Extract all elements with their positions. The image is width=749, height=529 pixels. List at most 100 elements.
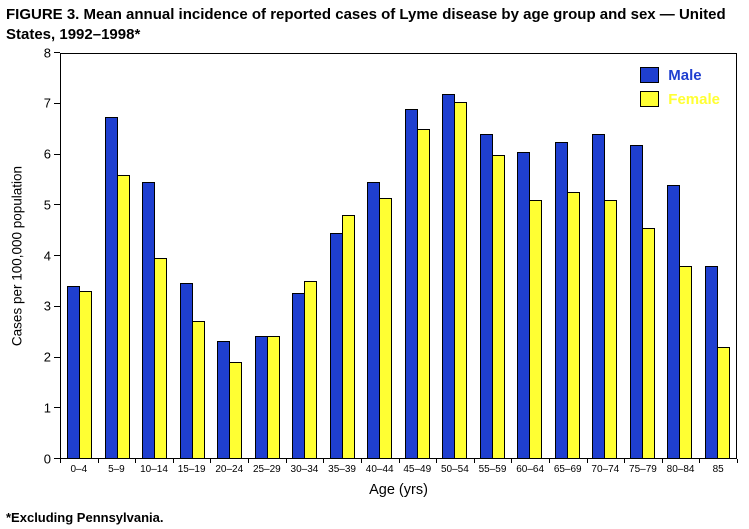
bar-female-10–14 bbox=[154, 258, 168, 458]
x-tick-label: 45–49 bbox=[403, 463, 432, 475]
x-tick-mark bbox=[172, 458, 174, 463]
plot-area: Male Female bbox=[60, 52, 737, 459]
x-tick-label: 30–34 bbox=[290, 463, 319, 475]
bar-female-75–79 bbox=[641, 227, 655, 458]
legend-label-male: Male bbox=[668, 66, 702, 84]
figure-title: FIGURE 3. Mean annual incidence of repor… bbox=[6, 6, 726, 43]
x-tick-label: 70–74 bbox=[591, 463, 620, 475]
x-tick-label: 10–14 bbox=[140, 463, 168, 475]
y-tick-label: 2 bbox=[43, 349, 51, 365]
footnote: *Excluding Pennsylvania. bbox=[6, 509, 164, 525]
chart: Cases per 100,000 population 0 1 2 3 4 5 6 7 8 M… bbox=[6, 45, 745, 466]
x-tick-mark bbox=[661, 458, 663, 463]
x-tick-mark bbox=[285, 458, 287, 463]
legend: Male Female bbox=[640, 67, 720, 108]
bar-female-65–69 bbox=[566, 192, 580, 458]
bar-female-0–4 bbox=[79, 290, 93, 458]
bar-female-30–34 bbox=[304, 280, 318, 458]
bar-group-80–84 bbox=[661, 54, 699, 458]
y-tick-mark bbox=[54, 458, 60, 460]
bar-group-70–74 bbox=[586, 54, 624, 458]
bar-group-40–44 bbox=[361, 54, 399, 458]
bar-group-60–64 bbox=[511, 54, 549, 458]
bar-group-35–39 bbox=[324, 54, 362, 458]
x-tick-mark bbox=[586, 458, 588, 463]
y-tick-mark bbox=[54, 407, 60, 409]
bar-group-30–34 bbox=[286, 54, 324, 458]
x-tick-mark bbox=[60, 458, 61, 463]
bar-group-55–59 bbox=[474, 54, 512, 458]
y-axis-title-column: Cases per 100,000 population bbox=[6, 53, 28, 459]
x-tick-mark bbox=[511, 458, 513, 463]
bar-group-65–69 bbox=[549, 54, 587, 458]
bar-group-25–29 bbox=[249, 54, 287, 458]
y-tick-label: 1 bbox=[43, 400, 51, 416]
y-tick-mark bbox=[54, 204, 60, 206]
x-tick-label: 55–59 bbox=[478, 463, 507, 475]
x-tick-mark bbox=[473, 458, 475, 463]
bar-female-45–49 bbox=[416, 129, 430, 458]
y-tick-mark bbox=[54, 52, 60, 54]
x-tick-label: 0–4 bbox=[70, 463, 88, 475]
bar-group-45–49 bbox=[399, 54, 437, 458]
x-tick-label: 85 bbox=[712, 463, 724, 475]
bar-female-55–59 bbox=[491, 154, 505, 458]
x-tick-mark bbox=[624, 458, 626, 463]
y-tick-mark bbox=[54, 153, 60, 155]
bar-group-75–79 bbox=[624, 54, 662, 458]
x-tick-mark bbox=[248, 458, 250, 463]
bar-female-15–19 bbox=[191, 321, 205, 458]
x-tick-label: 75–79 bbox=[629, 463, 657, 475]
bar-female-85 bbox=[716, 346, 730, 458]
male-color-swatch bbox=[640, 67, 660, 84]
x-tick-label: 25–29 bbox=[252, 463, 281, 475]
x-tick-label: 35–39 bbox=[328, 463, 356, 475]
y-axis: 0 1 2 3 4 5 6 7 8 bbox=[28, 45, 60, 466]
x-tick-mark bbox=[436, 458, 438, 463]
legend-item-female: Female bbox=[640, 91, 720, 108]
legend-label-female: Female bbox=[668, 90, 720, 108]
x-axis-ticks bbox=[60, 458, 738, 463]
x-tick-mark bbox=[97, 458, 99, 463]
bar-group-50–54 bbox=[436, 54, 474, 458]
bar-female-25–29 bbox=[266, 336, 280, 458]
y-axis-title: Cases per 100,000 population bbox=[9, 165, 25, 346]
x-tick-mark bbox=[323, 458, 325, 463]
y-tick-label: 6 bbox=[43, 146, 51, 162]
x-tick-mark bbox=[737, 458, 738, 463]
y-tick-label: 4 bbox=[43, 248, 51, 264]
x-tick-label: 65–69 bbox=[553, 463, 582, 475]
y-tick-mark bbox=[54, 356, 60, 358]
x-axis-tick-labels: 0–4 5–9 10–14 15–19 20–24 25–29 30–34 35–39 40–4… bbox=[60, 464, 737, 477]
y-tick-label: 0 bbox=[43, 451, 51, 467]
x-tick-label: 40–44 bbox=[365, 463, 394, 475]
x-tick-label: 20–24 bbox=[215, 463, 244, 475]
bar-group-5–9 bbox=[99, 54, 137, 458]
bar-female-60–64 bbox=[529, 200, 543, 458]
x-tick-mark bbox=[699, 458, 701, 463]
y-tick-label: 5 bbox=[43, 197, 51, 213]
x-tick-label: 5–9 bbox=[108, 463, 125, 475]
y-tick-label: 8 bbox=[43, 45, 51, 61]
bar-group-20–24 bbox=[211, 54, 249, 458]
bar-female-40–44 bbox=[379, 197, 393, 458]
x-tick-mark bbox=[398, 458, 400, 463]
bar-female-20–24 bbox=[229, 361, 243, 458]
female-color-swatch bbox=[640, 91, 660, 108]
x-tick-mark bbox=[548, 458, 550, 463]
bar-group-10–14 bbox=[136, 54, 174, 458]
y-tick-mark bbox=[54, 255, 60, 257]
y-tick-label: 7 bbox=[43, 95, 51, 111]
y-tick-mark bbox=[54, 305, 60, 307]
x-tick-mark bbox=[360, 458, 362, 463]
x-tick-label: 50–54 bbox=[440, 463, 469, 475]
bar-group-0–4 bbox=[61, 54, 99, 458]
x-tick-label: 15–19 bbox=[177, 463, 206, 475]
bar-group-15–19 bbox=[174, 54, 212, 458]
x-tick-mark bbox=[210, 458, 212, 463]
bar-series-container bbox=[61, 54, 736, 458]
bar-female-70–74 bbox=[604, 200, 618, 458]
y-tick-mark bbox=[54, 102, 60, 104]
legend-item-male: Male bbox=[640, 67, 720, 84]
bar-female-50–54 bbox=[454, 101, 468, 458]
